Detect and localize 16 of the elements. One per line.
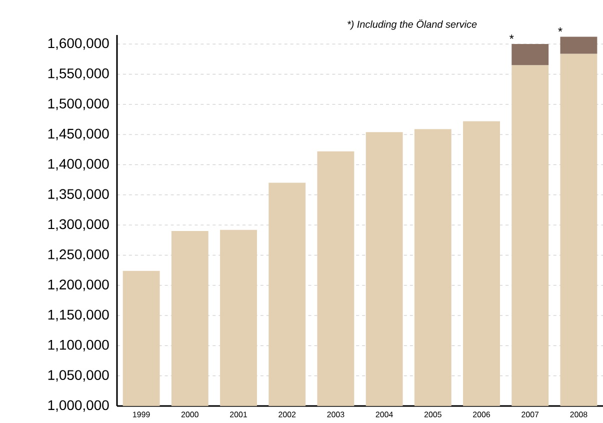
y-tick-label: 1,500,000 <box>48 98 109 110</box>
y-tick-label: 1,200,000 <box>48 280 109 292</box>
y-tick-label: 1,600,000 <box>48 38 109 50</box>
y-tick-label: 1,050,000 <box>48 370 109 382</box>
y-tick-label: 1,250,000 <box>48 249 109 261</box>
y-tick-label: 1,550,000 <box>48 68 109 80</box>
annotation: * <box>510 34 514 39</box>
y-tick-label: 1,150,000 <box>48 310 109 322</box>
y-tick-label: 1,000,000 <box>48 400 109 412</box>
y-tick-label: 1,450,000 <box>48 128 109 140</box>
y-tick-label: 1,350,000 <box>48 189 109 201</box>
text: *) Including the Öland service <box>348 19 477 30</box>
y-tick-label: 1,400,000 <box>48 158 109 170</box>
y-tick-label: 1,100,000 <box>48 340 109 352</box>
y-tick-label: 1,300,000 <box>48 219 109 231</box>
annotation: * <box>558 27 562 32</box>
